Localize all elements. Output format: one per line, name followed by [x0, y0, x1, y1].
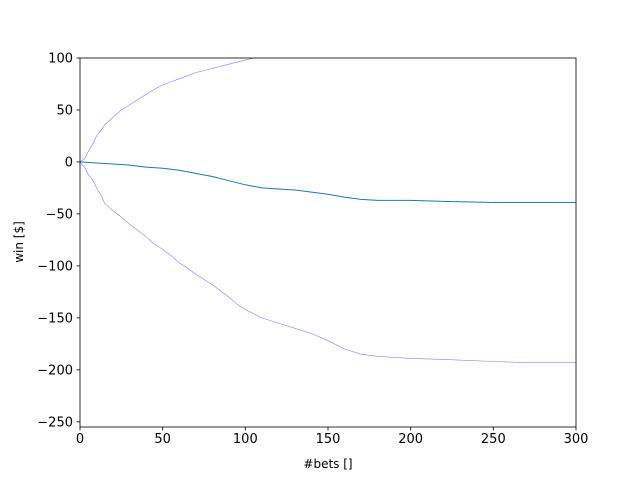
- x-axis-label: #bets []: [303, 457, 352, 471]
- y-axis-label: win [$]: [12, 221, 26, 263]
- series-line-2: [80, 161, 576, 363]
- x-tick-label: 300: [564, 432, 589, 447]
- series-line-0: [80, 58, 257, 163]
- series-line-1: [80, 161, 576, 203]
- x-tick-label: 50: [154, 432, 171, 447]
- y-tick-label: −200: [37, 363, 73, 378]
- y-tick-label: −50: [46, 207, 73, 222]
- x-tick-label: 0: [76, 432, 84, 447]
- x-tick-label: 250: [481, 432, 506, 447]
- y-tick-label: −150: [37, 311, 73, 326]
- x-tick-label: 150: [316, 432, 341, 447]
- y-tick-label: −250: [37, 415, 73, 430]
- axes-frame: [79, 57, 577, 428]
- x-tick-label: 100: [233, 432, 258, 447]
- y-tick-label: 0: [65, 155, 73, 170]
- y-tick-label: 50: [56, 103, 73, 118]
- y-tick-label: −100: [37, 259, 73, 274]
- x-tick-label: 200: [398, 432, 423, 447]
- y-tick-label: 100: [48, 52, 73, 67]
